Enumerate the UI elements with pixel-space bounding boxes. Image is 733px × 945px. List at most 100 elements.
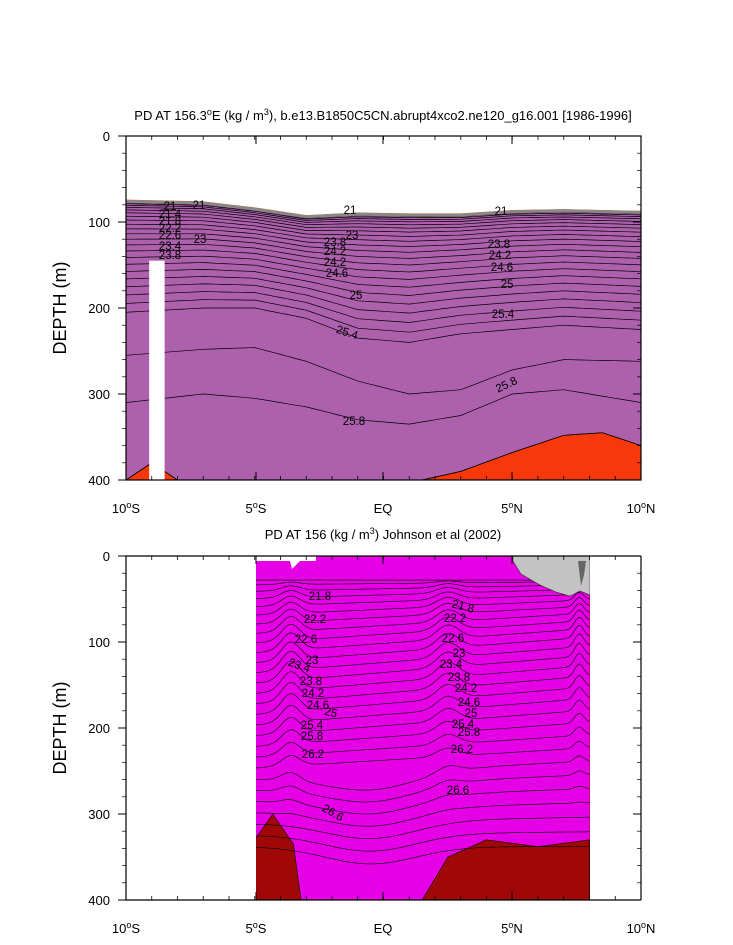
- top-xtick-label: 5oN: [501, 500, 523, 516]
- contour-label: 23.4: [440, 659, 463, 671]
- bottom-xtick-label: 5oN: [501, 920, 523, 936]
- contour-line: [126, 228, 641, 247]
- density-band: [256, 556, 590, 581]
- contour-line: [421, 839, 590, 900]
- contour-line: [126, 203, 641, 220]
- top-ytick-label: 300: [88, 387, 110, 402]
- surface-blank: [126, 136, 641, 216]
- contour-label: 26.6: [447, 785, 469, 797]
- contour-label: 21: [164, 201, 177, 213]
- missing-data-band: [149, 260, 165, 480]
- contour-label: 21.8: [159, 216, 181, 228]
- top-axis-ticks: [118, 135, 642, 481]
- contour-line: [126, 215, 641, 233]
- contour-label: 25: [350, 290, 363, 302]
- contour-label: 23.8: [300, 676, 322, 688]
- bottom-y-axis-label: DEPTH (m): [50, 682, 70, 775]
- contour-label: 23.8: [488, 239, 510, 251]
- contour-label: 21: [495, 206, 508, 218]
- contour-label: 23: [453, 648, 466, 660]
- contour-line: [256, 846, 590, 865]
- contour-label: 23: [306, 655, 319, 667]
- contour-label: 23: [346, 230, 359, 242]
- contour-line: [126, 389, 641, 425]
- contour-line: [256, 726, 590, 758]
- contour-label: 26.2: [302, 749, 324, 761]
- contour-label: 25.4: [452, 719, 475, 731]
- contour-label: 23: [194, 234, 207, 246]
- bottom-axis-ticks: [118, 555, 642, 901]
- contour-line: [126, 212, 641, 229]
- bottom-ytick-label: 200: [88, 721, 110, 736]
- contour-line: [126, 206, 641, 223]
- contour-line: [126, 283, 641, 314]
- contour-line: [126, 223, 641, 242]
- density-band-deep: [256, 814, 302, 900]
- contour-label: 22.2: [304, 614, 326, 626]
- contour-label: 24.2: [302, 688, 324, 700]
- surface-line: [126, 199, 641, 219]
- contour-line: [126, 219, 641, 237]
- bottom-contour-labels: 21.8 22.2 22.6 23 23.4 23.8 24.2 24.6 25…: [286, 591, 480, 824]
- contour-label: 22.6: [442, 633, 464, 645]
- top-ytick-label: 400: [88, 473, 110, 488]
- contour-line: [256, 785, 590, 815]
- contour-label: 23.4: [159, 241, 182, 253]
- contour-line: [126, 291, 641, 323]
- contour-line: [256, 699, 590, 736]
- top-ytick-label: 200: [88, 301, 110, 316]
- missing-surface-wedge: [578, 561, 586, 586]
- contour-label: 21: [193, 200, 206, 212]
- contour-line: [256, 633, 590, 674]
- contour-label: 22.2: [159, 223, 181, 235]
- contour-label: 23.8: [159, 250, 181, 262]
- contour-line: [256, 642, 590, 684]
- contour-line: [256, 712, 590, 747]
- contour-label: 22.6: [159, 230, 181, 242]
- bottom-ytick-label: 100: [88, 635, 110, 650]
- contour-label: 21.4: [159, 209, 182, 221]
- contour-line: [256, 816, 590, 839]
- contour-label: 24.6: [307, 700, 329, 712]
- bottom-contour-field: [256, 556, 590, 900]
- contour-line: [126, 347, 641, 395]
- contour-line: [126, 255, 641, 280]
- bottom-xtick-label: EQ: [374, 921, 393, 936]
- surface-blank: [256, 556, 316, 569]
- density-band-deep: [422, 839, 590, 900]
- contour-label: 24.2: [324, 257, 346, 269]
- contour-label: 25.8: [343, 416, 365, 428]
- contour-line: [256, 740, 590, 769]
- contour-line: [256, 581, 590, 592]
- contour-line: [126, 249, 641, 273]
- top-panel: PD AT 156.3oE (kg / m3), b.e13.B1850C5CN…: [50, 107, 655, 516]
- contour-label: 22.6: [295, 634, 317, 646]
- contour-line: [126, 238, 641, 259]
- contour-line: [256, 597, 590, 625]
- contour-line: [126, 243, 641, 266]
- bottom-ytick-label: 0: [103, 549, 110, 564]
- top-contour-lines: [126, 199, 641, 480]
- contour-line: [256, 602, 590, 634]
- contour-label: 25.8: [301, 731, 323, 743]
- contour-line: [256, 755, 590, 791]
- missing-surface-region: [512, 556, 590, 597]
- contour-label: 25: [323, 706, 338, 721]
- bottom-panel: PD AT 156 (kg / m3) Johnson et al (2002)…: [50, 526, 655, 936]
- contour-line: [256, 686, 590, 726]
- contour-line: [256, 652, 590, 694]
- contour-label: 25.8: [458, 727, 480, 739]
- contour-label: 26.2: [451, 744, 473, 756]
- bottom-xtick-label: 10oN: [627, 920, 656, 936]
- contour-label: 24.6: [458, 697, 480, 709]
- density-band-26: [126, 432, 641, 480]
- contour-label: 25: [465, 708, 478, 720]
- contour-line: [256, 663, 590, 705]
- contour-line: [256, 813, 302, 900]
- contour-label: 23.8: [324, 237, 346, 249]
- contour-label: 24.6: [326, 268, 348, 280]
- contour-label: 21.8: [309, 591, 331, 603]
- contour-line: [256, 674, 590, 715]
- contour-line: [126, 299, 641, 333]
- top-xtick-label: 10oS: [112, 500, 140, 516]
